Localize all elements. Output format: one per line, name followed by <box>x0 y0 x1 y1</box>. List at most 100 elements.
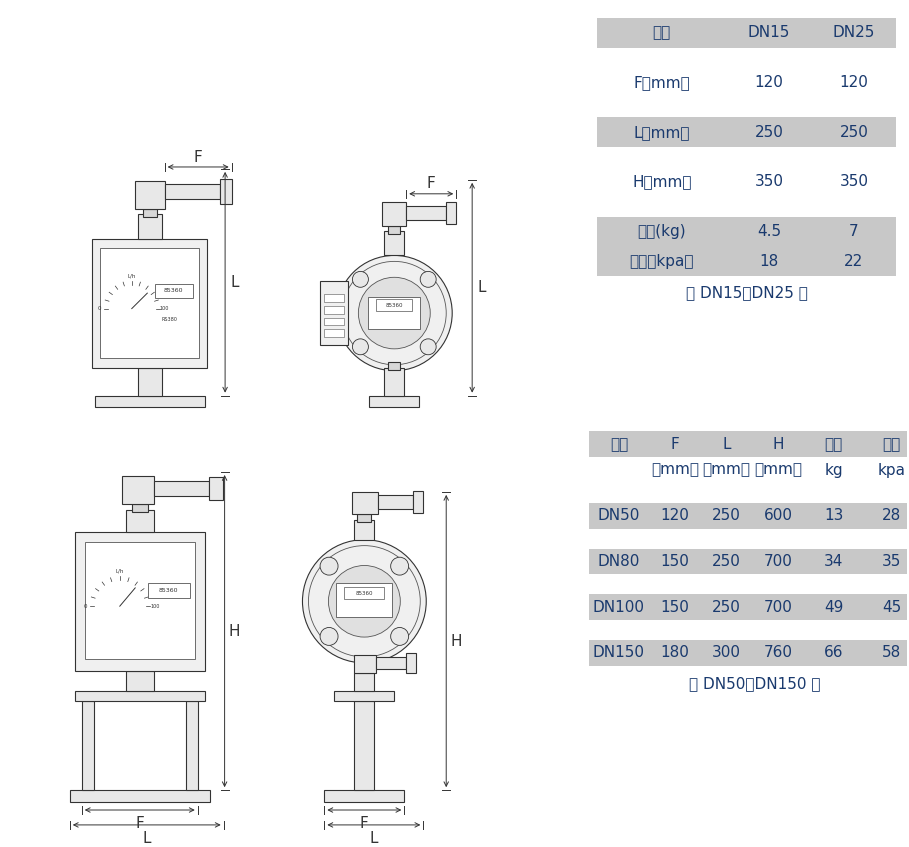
Bar <box>414 491 424 512</box>
Circle shape <box>353 271 368 287</box>
Text: DN50: DN50 <box>598 508 640 523</box>
Text: 18: 18 <box>760 254 779 268</box>
Bar <box>369 396 419 407</box>
Bar <box>385 368 405 396</box>
Bar <box>446 202 456 224</box>
Circle shape <box>336 256 452 371</box>
Bar <box>132 504 148 512</box>
Text: DN15: DN15 <box>748 25 790 41</box>
Text: 120: 120 <box>754 75 784 90</box>
Text: 700: 700 <box>764 600 793 615</box>
Text: 45: 45 <box>882 600 901 615</box>
Text: 150: 150 <box>660 554 689 569</box>
Text: F: F <box>135 817 145 832</box>
Circle shape <box>95 359 104 367</box>
Circle shape <box>192 660 202 670</box>
Bar <box>122 476 154 504</box>
Bar <box>589 595 909 620</box>
Bar <box>355 655 376 673</box>
Text: 700: 700 <box>764 554 793 569</box>
Text: L（mm）: L（mm） <box>634 125 690 140</box>
Bar <box>406 653 416 673</box>
Bar <box>93 239 207 368</box>
Bar <box>185 700 197 790</box>
Text: L/h: L/h <box>127 274 136 279</box>
Text: （mm）: （mm） <box>754 462 803 478</box>
Text: 350: 350 <box>754 174 784 190</box>
Text: 120: 120 <box>840 75 868 90</box>
Bar <box>138 368 162 396</box>
Text: 85360: 85360 <box>159 588 178 593</box>
Bar <box>589 431 909 457</box>
Bar <box>376 657 406 669</box>
Bar <box>406 206 446 219</box>
Bar <box>85 542 195 659</box>
Bar <box>597 117 896 147</box>
Circle shape <box>391 557 409 575</box>
Circle shape <box>192 534 202 545</box>
Bar <box>589 503 909 529</box>
Bar <box>355 700 375 790</box>
Circle shape <box>358 277 430 349</box>
Bar <box>154 481 209 496</box>
Bar <box>355 673 375 691</box>
Text: 250: 250 <box>713 508 741 523</box>
Bar <box>357 514 372 522</box>
Circle shape <box>320 557 338 575</box>
Text: 49: 49 <box>824 600 844 615</box>
Text: L/h: L/h <box>115 569 124 574</box>
Text: H: H <box>229 623 240 639</box>
Bar <box>148 583 190 598</box>
Circle shape <box>78 660 88 670</box>
Bar <box>165 184 220 199</box>
Text: 35: 35 <box>882 554 901 569</box>
Text: kpa: kpa <box>877 462 905 478</box>
Circle shape <box>196 359 205 367</box>
Text: H: H <box>451 634 462 649</box>
Circle shape <box>320 628 338 645</box>
Text: 85360: 85360 <box>164 288 184 293</box>
Text: （ DN15～DN25 ）: （ DN15～DN25 ） <box>685 285 807 300</box>
Bar <box>378 495 414 509</box>
Bar <box>325 294 345 302</box>
Bar <box>220 179 232 204</box>
Text: 85360: 85360 <box>355 591 373 595</box>
Bar <box>125 671 154 691</box>
Text: DN150: DN150 <box>593 645 644 661</box>
Bar <box>589 640 909 666</box>
Circle shape <box>78 534 88 545</box>
Text: 250: 250 <box>840 125 868 140</box>
Text: 压损: 压损 <box>883 437 901 451</box>
Text: F: F <box>427 176 435 191</box>
Text: 58: 58 <box>882 645 901 661</box>
Text: 760: 760 <box>764 645 794 661</box>
Bar <box>135 181 165 208</box>
Text: H: H <box>773 437 784 451</box>
Text: F: F <box>194 150 203 164</box>
Text: 口径: 口径 <box>653 25 671 41</box>
Bar <box>209 477 223 500</box>
Text: DN80: DN80 <box>598 554 640 569</box>
Bar <box>376 299 413 311</box>
Bar <box>143 208 156 217</box>
Text: 600: 600 <box>764 508 794 523</box>
Text: 100: 100 <box>150 604 159 609</box>
Bar <box>589 549 909 574</box>
Text: 180: 180 <box>660 645 689 661</box>
Bar <box>75 691 205 700</box>
Text: 34: 34 <box>824 554 844 569</box>
Text: 28: 28 <box>882 508 901 523</box>
Circle shape <box>95 242 104 251</box>
Circle shape <box>420 339 436 355</box>
Text: 250: 250 <box>754 125 784 140</box>
Text: F（mm）: F（mm） <box>634 75 690 90</box>
Text: F: F <box>671 437 679 451</box>
Text: 300: 300 <box>713 645 741 661</box>
Bar <box>388 362 400 370</box>
Circle shape <box>353 339 368 355</box>
Text: 压损（kpa）: 压损（kpa） <box>630 254 694 268</box>
Text: 13: 13 <box>824 508 844 523</box>
Text: RS380: RS380 <box>162 317 177 322</box>
Bar <box>335 691 395 700</box>
Circle shape <box>420 271 436 287</box>
